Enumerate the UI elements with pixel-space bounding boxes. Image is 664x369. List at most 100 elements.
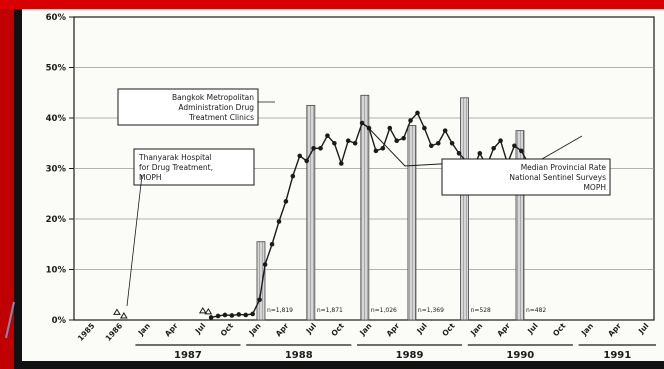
x-tick-label: Jan [357,321,373,338]
data-point-bma [429,143,434,149]
data-point-bma [352,140,358,146]
data-point-bma [297,153,303,159]
data-point-bma [512,143,517,149]
bma-annotation-box [117,88,259,126]
data-point-thanyarak [119,311,128,319]
y-tick-label: 50% [46,64,67,74]
x-tick-label: Jan [136,321,152,338]
x-tick-label: Jan [246,321,262,338]
data-point-bma [380,146,386,151]
data-point-bma [222,312,228,318]
data-point-bma [243,312,249,318]
sample-bar [360,94,370,321]
bma-annotation-text: Bangkok Metropolitan [172,93,254,102]
y-tick-label: 30% [46,165,67,175]
provincial-annotation-text: Median Provincial Rate [521,163,607,172]
data-point-bma [345,138,351,144]
data-point-bma [290,173,296,179]
data-point-bma [318,146,323,151]
data-point-bma [257,297,262,303]
year-label: 1988 [285,350,313,361]
y-tick-label: 10% [46,266,67,276]
x-tick-label: 1986 [104,321,125,343]
sample-bar [256,241,266,321]
data-point-bma [422,125,427,131]
x-tick-label: Jul [414,321,429,336]
x-tick-label: Apr [163,321,180,338]
provincial-annotation-leader [541,135,583,160]
data-point-bma [325,133,330,138]
data-point-bma [449,140,455,146]
thanyarak-annotation-text: Thanyarak Hospital [138,153,212,162]
x-tick-label: Oct [329,321,346,338]
x-tick-label: Jul [636,321,651,336]
x-tick-label: Jul [193,321,208,336]
data-point-bma [283,199,289,204]
x-tick-label: Apr [274,321,291,338]
data-point-thanyarak [204,307,213,315]
data-point-bma [359,120,365,126]
data-point-bma [215,313,221,319]
x-tick-label: Jan [579,321,595,338]
x-tick-label: Oct [551,321,568,338]
sample-bar [460,97,469,321]
data-point-bma [208,315,214,320]
y-tick-label: 40% [46,114,67,124]
x-tick-label: 1985 [76,321,97,343]
data-point-bma [236,312,242,317]
sample-size-label: n=1,819 [267,307,293,314]
data-point-bma [276,219,282,224]
y-tick-label: 0% [52,316,67,326]
sample-size-label: n=1,871 [317,307,343,314]
data-point-thanyarak [198,306,207,314]
data-point-bma [262,262,268,267]
x-tick-label: Oct [440,321,457,338]
data-point-bma [311,146,316,151]
data-point-bma [408,118,413,123]
data-point-bma [373,148,379,154]
data-point-bma [269,241,275,247]
data-point-bma [435,140,441,146]
data-point-bma [519,148,524,154]
left-red-bar [0,9,14,369]
data-point-bma [250,311,255,317]
y-tick-label: 60% [46,13,67,23]
data-point-bma [498,138,503,144]
x-tick-label: Apr [606,321,623,338]
year-label: 1987 [174,350,202,361]
bma-annotation-text: Treatment Clinics [188,113,254,122]
thanyarak-annotation-text: MOPH [139,173,162,182]
slash-mark [5,301,15,339]
data-point-bma [415,110,420,116]
sample-size-label: n=528 [471,307,491,314]
x-tick-label: Apr [495,321,512,338]
year-label: 1991 [603,350,631,361]
sample-bar [515,130,525,321]
sample-size-label: n=1,026 [371,307,397,314]
provincial-annotation-text: MOPH [583,183,606,192]
thanyarak-annotation-leader [126,174,143,307]
thanyarak-annotation-text: for Drug Treatment, [139,163,213,172]
top-red-bar [0,0,664,9]
series-line-bma [210,111,536,319]
provincial-annotation-box [441,158,611,196]
data-point-bma [394,138,400,144]
data-point-thanyarak [113,308,121,315]
data-point-bma [456,151,462,156]
year-label: 1990 [506,350,534,361]
data-point-bma [401,135,406,141]
sample-bar [306,104,316,321]
bma-annotation-text: Administration Drug [178,103,254,112]
year-label: 1989 [396,350,424,361]
sample-bar [407,125,417,321]
data-point-bma [339,161,344,166]
x-tick-label: Jul [304,321,319,336]
hiv-prevalence-chart: 0% 10% 20% 30% 40% 50% 60% n=1,819 n=1,871 n=1,02… [46,13,656,361]
x-tick-label: Oct [219,321,236,338]
provincial-annotation-text: National Sentinel Surveys [509,173,606,182]
data-point-bma [332,140,337,146]
data-point-bma [442,128,448,133]
x-tick-label: Jul [525,321,540,336]
x-tick-label: Apr [385,321,402,338]
